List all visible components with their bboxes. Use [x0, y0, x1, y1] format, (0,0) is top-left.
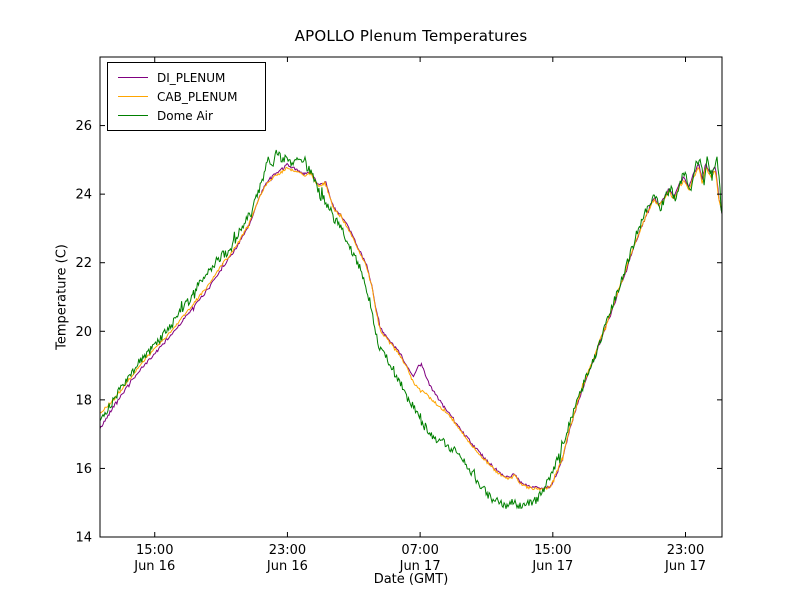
legend-label-dome-air: Dome Air	[157, 108, 213, 123]
legend: DI_PLENUM CAB_PLENUM Dome Air	[107, 62, 267, 131]
x-tick-time-label: 23:00	[269, 543, 306, 558]
legend-line-sample-cab-plenum	[118, 96, 148, 97]
legend-line-sample-di-plenum	[118, 77, 148, 78]
x-tick-date-label: Jun 17	[531, 559, 573, 574]
x-tick-date-label: Jun 16	[133, 559, 175, 574]
x-tick-date-label: Jun 17	[399, 559, 441, 574]
y-tick-label: 16	[75, 462, 92, 477]
series-line-cab-plenum	[100, 166, 722, 492]
x-tick-time-label: 23:00	[667, 543, 704, 558]
series-line-dome-air	[100, 149, 722, 510]
series-line-di-plenum	[100, 162, 722, 491]
x-axis-label: Date (GMT)	[373, 572, 449, 587]
legend-label-cab-plenum: CAB_PLENUM	[157, 89, 238, 104]
legend-row: DI_PLENUM	[118, 68, 237, 87]
x-tick-time-label: 15:00	[136, 543, 173, 558]
legend-label-di-plenum: DI_PLENUM	[157, 70, 226, 85]
x-tick-date-label: Jun 16	[266, 559, 308, 574]
y-tick-label: 26	[75, 119, 92, 134]
y-tick-label: 22	[75, 256, 92, 271]
y-tick-label: 14	[75, 531, 92, 546]
chart-title: APOLLO Plenum Temperatures	[294, 27, 528, 45]
y-axis-label: Temperature (C)	[54, 244, 70, 350]
y-tick-label: 18	[75, 393, 92, 408]
legend-line-sample-dome-air	[118, 115, 148, 116]
y-tick-label: 24	[75, 188, 92, 203]
legend-row: Dome Air	[118, 106, 237, 125]
x-tick-time-label: 15:00	[534, 543, 571, 558]
legend-row: CAB_PLENUM	[118, 87, 237, 106]
y-tick-label: 20	[75, 325, 92, 340]
x-tick-time-label: 07:00	[401, 543, 438, 558]
x-tick-date-label: Jun 17	[664, 559, 706, 574]
